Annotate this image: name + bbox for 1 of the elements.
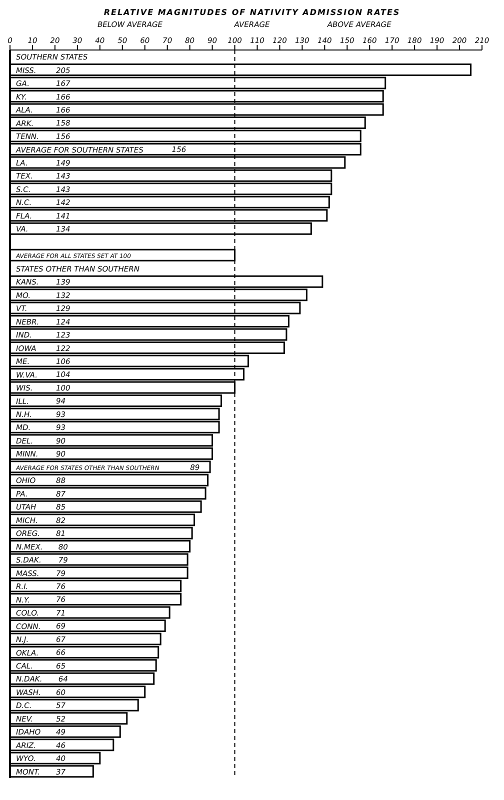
- chart-title: RELATIVE MAGNITUDES OF NATIVITY ADMISSION RATES: [102, 8, 402, 19]
